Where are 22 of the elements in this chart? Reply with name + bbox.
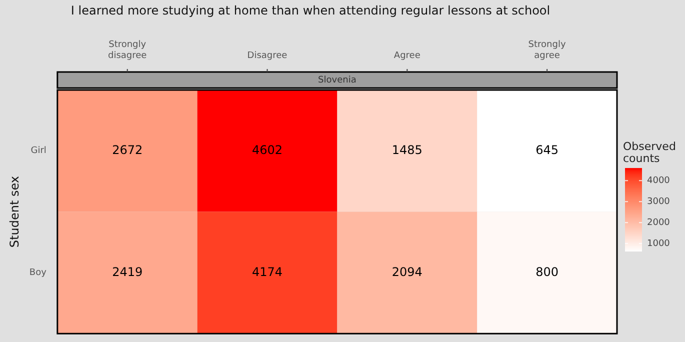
chart-subtitle: Slovenia [318, 75, 356, 86]
x-tick-label: Strongly disagree [108, 40, 148, 61]
color-bar-label: 1000 [647, 238, 670, 249]
x-tick-label: Disagree [247, 50, 288, 61]
data-label: 2094 [392, 264, 422, 279]
y-tick-label: Boy [29, 268, 48, 278]
data-label: 645 [536, 143, 559, 158]
data-label: 800 [536, 264, 559, 279]
color-bar-label: 2000 [647, 218, 670, 228]
data-label: 2419 [112, 264, 143, 279]
chart-title: I learned more studying at home than when attending regular lessons at school [70, 3, 550, 18]
y-axis-title: Student sex [7, 176, 22, 248]
color-bar-label: 4000 [647, 176, 670, 186]
color-bar-title: Observed counts [623, 140, 676, 165]
data-label: 4602 [252, 143, 283, 158]
x-tick-label: Agree [394, 50, 421, 61]
data-label: 1485 [392, 143, 422, 158]
data-label: 4174 [252, 264, 283, 279]
color-bar-label: 3000 [647, 196, 670, 207]
x-tick-label: Strongly agree [528, 40, 566, 61]
y-tick-label: Girl [30, 146, 46, 156]
data-label: 2672 [112, 143, 143, 158]
